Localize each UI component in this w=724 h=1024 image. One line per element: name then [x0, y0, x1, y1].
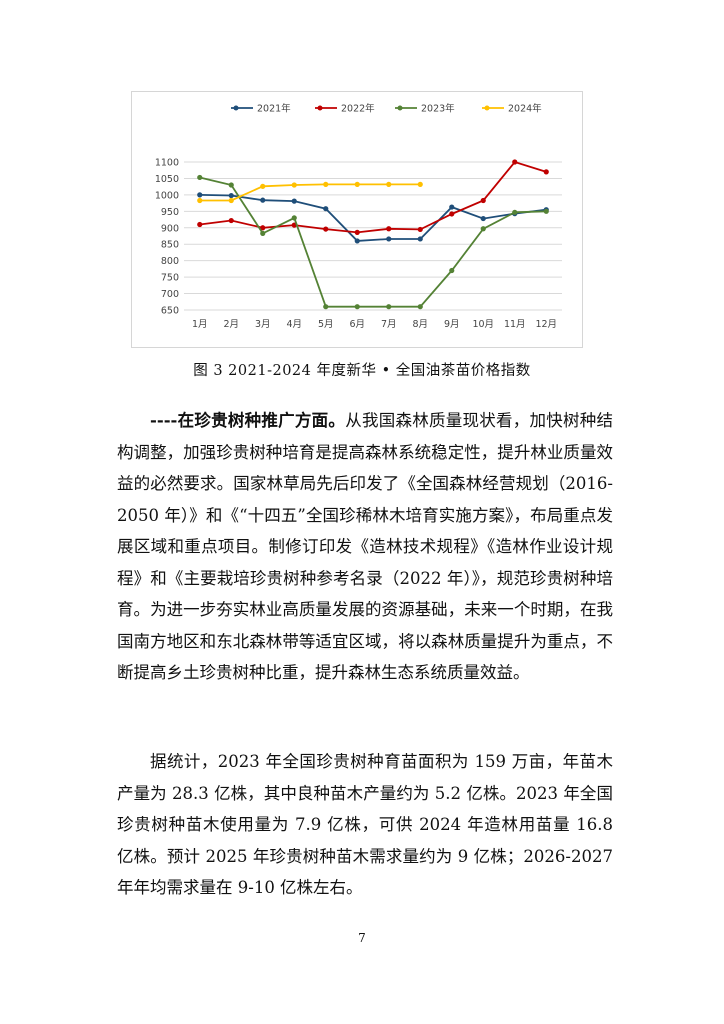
data-point: [480, 215, 486, 222]
data-point: [228, 192, 234, 199]
data-point: [480, 226, 486, 232]
data-point: [323, 226, 329, 232]
series-line: [199, 194, 547, 242]
data-point: [354, 181, 360, 187]
y-tick-label: 650: [161, 306, 179, 317]
x-tick-label: 4月: [286, 319, 302, 330]
data-point: [197, 197, 203, 204]
y-tick-label: 800: [161, 256, 179, 267]
y-tick-label: 1050: [155, 174, 179, 185]
y-tick-label: 1100: [155, 158, 179, 169]
paragraph-lead: ----在珍贵树种推广方面。: [150, 411, 346, 430]
x-tick-label: 1月: [192, 319, 208, 330]
line-chart-svg: 1100 1050 1000 950 900 850 800 750 700 650 1月 2月 3月 4…: [155, 103, 562, 330]
x-tick-label: 10月: [472, 319, 494, 330]
data-point: [386, 304, 392, 310]
x-tick-label: 5月: [318, 319, 334, 330]
y-tick-label: 850: [161, 240, 179, 251]
data-point: [291, 182, 297, 188]
series-line: [199, 183, 421, 202]
y-tick-label: 700: [161, 289, 179, 300]
figure-caption: 图 3 2021-2024 年度新华 • 全国油茶苗价格指数: [193, 363, 531, 379]
y-tick-label: 750: [161, 273, 179, 284]
data-point: [480, 197, 486, 204]
y-tick-label: 1000: [155, 190, 179, 201]
page-number: 7: [358, 931, 366, 945]
legend-label: 2023年: [421, 103, 455, 115]
y-tick-label: 900: [161, 223, 179, 234]
x-tick-label: 11月: [504, 319, 526, 330]
data-point: [449, 267, 455, 274]
legend-label: 2021年: [257, 103, 291, 115]
legend-swatch-marker: [233, 105, 239, 111]
data-point: [449, 204, 455, 210]
legend-label: 2022年: [341, 103, 375, 115]
data-point: [417, 226, 423, 233]
data-point: [543, 208, 549, 214]
series-line: [199, 176, 547, 308]
data-point: [354, 238, 360, 244]
data-point: [417, 181, 423, 187]
legend-label: 2024年: [508, 103, 542, 115]
data-point: [417, 236, 423, 242]
paragraph-body: 从我国森林质量现状看，加快树种结构调整，加强珍贵树种培育是提高森林系统稳定性，提…: [117, 411, 613, 682]
data-point: [323, 304, 329, 310]
data-point: [228, 217, 234, 224]
data-point: [260, 225, 266, 231]
data-point: [197, 192, 203, 198]
data-point: [354, 304, 360, 310]
x-tick-label: 9月: [444, 319, 460, 330]
legend-swatch-marker: [397, 105, 403, 111]
price-index-chart: 1100 1050 1000 950 900 850 800 750 700 650 1月 2月 3月 4…: [131, 91, 583, 348]
paragraph-rare-species: ----在珍贵树种推广方面。从我国森林质量现状看，加快树种结构调整，加强珍贵树种…: [117, 405, 613, 689]
data-point: [291, 198, 297, 204]
x-tick-label: 2月: [223, 319, 239, 330]
legend-swatch-marker: [317, 105, 323, 111]
data-point: [260, 183, 266, 189]
data-point: [449, 211, 455, 217]
x-tick-label: 6月: [349, 319, 365, 330]
data-point: [386, 226, 392, 232]
data-point: [323, 181, 329, 187]
data-point: [260, 197, 266, 203]
data-point: [386, 236, 392, 242]
data-point: [228, 197, 234, 204]
data-point: [197, 221, 203, 228]
x-tick-label: 8月: [412, 319, 428, 330]
x-tick-label: 7月: [381, 319, 397, 330]
data-point: [512, 209, 518, 215]
data-point: [323, 206, 329, 212]
data-point: [260, 230, 266, 236]
data-point: [543, 169, 549, 175]
series-line: [199, 160, 547, 234]
y-tick-label: 950: [161, 207, 179, 218]
data-point: [291, 215, 297, 221]
paragraph-statistics: 据统计，2023 年全国珍贵树种育苗面积为 159 万亩，年苗木产量为 28.3…: [117, 752, 613, 897]
x-tick-label: 3月: [255, 319, 271, 330]
x-tick-label: 12月: [535, 319, 557, 330]
data-point: [228, 182, 234, 188]
data-point: [197, 174, 203, 181]
data-point: [417, 304, 423, 310]
data-point: [386, 181, 392, 187]
legend-swatch-marker: [484, 105, 490, 111]
data-point: [512, 159, 518, 165]
data-point: [354, 229, 360, 235]
